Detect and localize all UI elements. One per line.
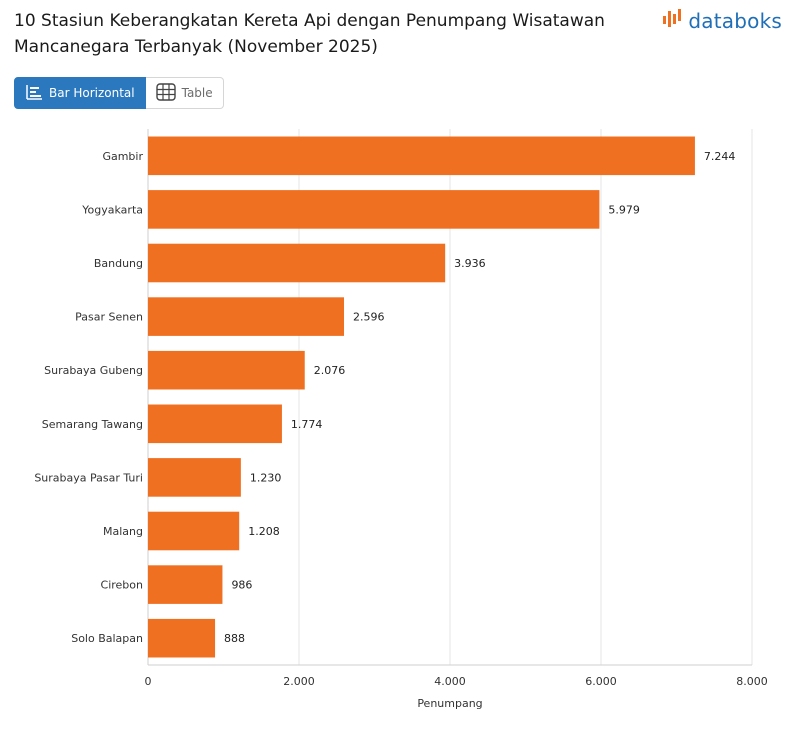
x-tick-label: 0: [145, 675, 152, 688]
category-label: Bandung: [94, 257, 143, 270]
data-label: 888: [224, 632, 245, 645]
bar: [148, 297, 344, 336]
bar-chart-icon: [25, 84, 43, 103]
bar-horizontal-label: Bar Horizontal: [49, 86, 135, 100]
bar: [148, 618, 216, 658]
bar: [148, 243, 446, 283]
bar: [148, 565, 223, 604]
brand-logo[interactable]: databoks: [662, 8, 782, 33]
x-tick-label: 2.000: [283, 675, 315, 688]
x-tick-label: 6.000: [585, 675, 617, 688]
x-tick-label: 4.000: [434, 675, 466, 688]
category-label: Surabaya Gubeng: [44, 364, 143, 377]
category-label: Surabaya Pasar Turi: [34, 471, 143, 484]
data-label: 3.936: [454, 257, 486, 270]
bar: [148, 190, 600, 229]
data-label: 5.979: [608, 203, 640, 216]
bar: [148, 458, 241, 497]
category-label: Malang: [103, 525, 143, 538]
data-label: 1.230: [250, 471, 281, 484]
chart-title: 10 Stasiun Keberangkatan Kereta Api deng…: [14, 11, 605, 57]
bar-horizontal-button[interactable]: Bar Horizontal: [14, 77, 146, 109]
category-label: Cirebon: [101, 579, 143, 592]
x-axis-title: Penumpang: [417, 697, 482, 710]
category-label: Semarang Tawang: [42, 418, 143, 431]
data-label: 1.208: [248, 525, 279, 538]
category-label: Solo Balapan: [71, 632, 143, 645]
data-label: 2.076: [314, 364, 346, 377]
bar: [148, 350, 305, 390]
category-label: Gambir: [102, 150, 143, 163]
category-label: Pasar Senen: [75, 311, 143, 324]
databoks-logo-icon: [662, 8, 684, 33]
bar: [148, 511, 240, 551]
table-label: Table: [181, 86, 213, 100]
table-icon: [155, 82, 176, 104]
data-label: 1.774: [291, 418, 323, 431]
bar: [148, 136, 695, 176]
category-label: Yogyakarta: [81, 203, 143, 216]
view-toggle: Bar Horizontal Table: [14, 77, 224, 109]
data-label: 2.596: [353, 311, 385, 324]
brand-name: databoks: [688, 8, 782, 33]
data-label: 986: [231, 579, 252, 592]
data-label: 7.244: [704, 150, 736, 163]
x-tick-label: 8.000: [736, 675, 768, 688]
table-button[interactable]: Table: [145, 77, 224, 109]
bar: [148, 404, 282, 444]
